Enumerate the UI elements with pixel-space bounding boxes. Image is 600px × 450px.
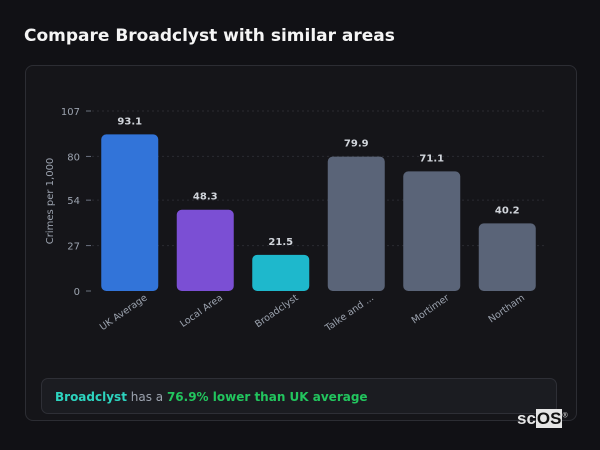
y-tick-label: 80 [67, 152, 80, 163]
area-name: Broadclyst [55, 390, 127, 404]
scos-logo: scOS® [517, 409, 568, 428]
bar-mortimer [403, 171, 461, 291]
y-axis-label: Crimes per 1,000 [45, 158, 56, 245]
data-label: 21.5 [268, 237, 293, 248]
data-label: 79.9 [344, 139, 369, 150]
comparison-summary: Broadclyst has a 76.9% lower than UK ave… [41, 378, 557, 414]
x-tick-label: Broadclyst [253, 292, 301, 330]
x-tick-label: UK Average [98, 292, 150, 333]
bar-local-area [176, 209, 234, 291]
x-tick-label: Local Area [178, 292, 225, 329]
x-tick-label: Talke and ... [322, 292, 376, 334]
bar-northam [478, 223, 536, 291]
comparison-value: 76.9% lower than UK average [166, 390, 368, 404]
x-tick-label: Northam [487, 292, 527, 325]
x-tick-label: Mortimer [410, 292, 452, 326]
bar-uk-average [101, 134, 159, 291]
page-title: Compare Broadclyst with similar areas [24, 26, 395, 46]
y-tick-label: 54 [67, 196, 80, 207]
bar-talke-and- [327, 156, 385, 291]
data-label: 40.2 [495, 205, 520, 216]
y-tick-label: 0 [74, 287, 80, 298]
bar-broadclyst [252, 254, 310, 291]
y-tick-label: 27 [67, 242, 80, 253]
data-label: 71.1 [419, 153, 444, 164]
summary-middle: has a [126, 390, 167, 404]
data-label: 48.3 [193, 192, 218, 203]
data-label: 93.1 [117, 116, 142, 127]
y-tick-label: 107 [61, 107, 80, 118]
